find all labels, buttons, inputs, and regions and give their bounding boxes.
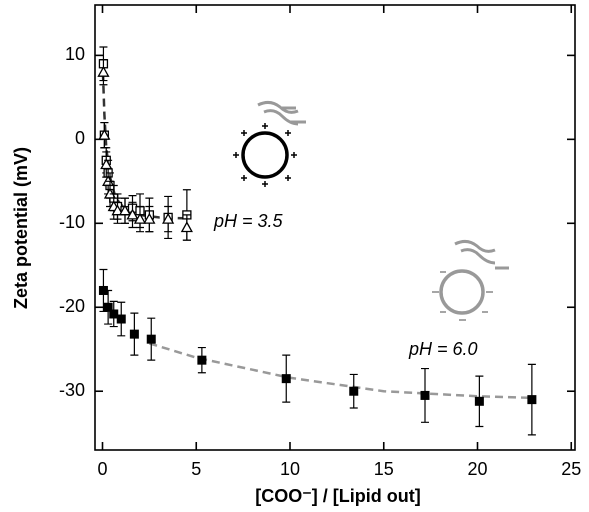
x-tick-label: 15 — [374, 459, 394, 479]
data-point — [109, 309, 119, 319]
vesicle-icon-positive — [233, 100, 306, 187]
x-tick-label: 10 — [280, 459, 300, 479]
data-point — [143, 212, 156, 224]
y-tick-label: 10 — [65, 44, 85, 64]
x-axis-label: [COO⁻] / [Lipid out] — [255, 486, 420, 506]
data-point — [197, 355, 207, 365]
data-point — [133, 212, 147, 224]
data-point — [162, 212, 175, 224]
y-tick-label: 0 — [75, 128, 85, 148]
data-point — [129, 329, 139, 339]
data-point — [97, 65, 110, 77]
y-tick-label: -10 — [59, 212, 85, 232]
data-point — [180, 221, 193, 233]
y-axis-label: Zeta potential (mV) — [11, 147, 31, 309]
x-tick-label: 0 — [97, 459, 107, 479]
data-point — [281, 374, 291, 384]
x-tick-label: 25 — [561, 459, 581, 479]
data-point — [349, 386, 359, 396]
y-tick-label: -30 — [59, 380, 85, 400]
data-point — [420, 390, 430, 400]
data-point — [146, 334, 156, 344]
data-point — [527, 395, 537, 405]
data-point — [116, 314, 126, 324]
annotation: pH = 6.0 — [408, 339, 478, 359]
data-point — [118, 204, 132, 216]
y-tick-label: -20 — [59, 296, 85, 316]
data-point — [111, 204, 124, 216]
data-point — [98, 128, 111, 140]
data-point — [103, 302, 113, 312]
x-tick-label: 20 — [467, 459, 487, 479]
plot-frame — [94, 4, 576, 451]
x-tick-label: 5 — [191, 459, 201, 479]
fit-line — [149, 342, 534, 400]
data-point — [474, 396, 484, 406]
data-point — [126, 208, 139, 220]
data-point — [98, 285, 108, 295]
vesicle-icon-negative — [432, 239, 509, 321]
annotation: pH = 3.5 — [213, 211, 284, 231]
